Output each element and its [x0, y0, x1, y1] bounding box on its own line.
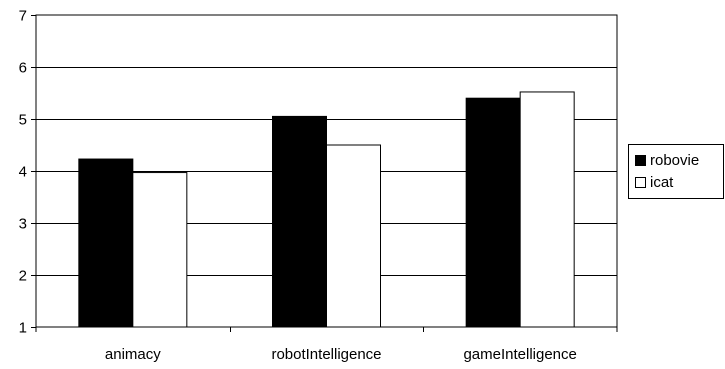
y-tick-label: 5 [19, 112, 27, 129]
bar-robovie-gameIntelligence [465, 97, 521, 328]
y-tick-label: 6 [19, 60, 27, 77]
legend-label-robovie: robovie [650, 151, 700, 169]
legend-swatch-robovie [635, 154, 646, 166]
legend-label-icat: icat [650, 173, 674, 191]
x-axis: animacy robotIntelligence gameIntelligence [35, 327, 618, 363]
bar-robovie-robotIntelligence [272, 115, 327, 328]
bar-robovie-animacy [78, 158, 134, 328]
x-tick-label: gameIntelligence [463, 346, 576, 363]
legend-swatch-icat [635, 176, 646, 188]
y-tick-label: 3 [19, 216, 27, 233]
y-tick-label: 7 [19, 8, 27, 25]
y-tick-label: 1 [19, 320, 27, 337]
y-tick-label: 4 [19, 164, 27, 181]
x-tick-label: animacy [105, 346, 161, 363]
legend-item-icat: icat [635, 172, 673, 192]
y-axis: 1 2 3 4 5 6 7 [19, 8, 36, 337]
legend: robovie icat [628, 144, 724, 199]
bar-icat-animacy [132, 172, 188, 328]
bar-icat-robotIntelligence [326, 144, 381, 328]
bars [78, 91, 575, 328]
legend-item-robovie: robovie [635, 150, 699, 170]
bar-icat-gameIntelligence [519, 91, 575, 328]
x-tick-label: robotIntelligence [271, 346, 381, 363]
y-tick-label: 2 [19, 268, 27, 285]
